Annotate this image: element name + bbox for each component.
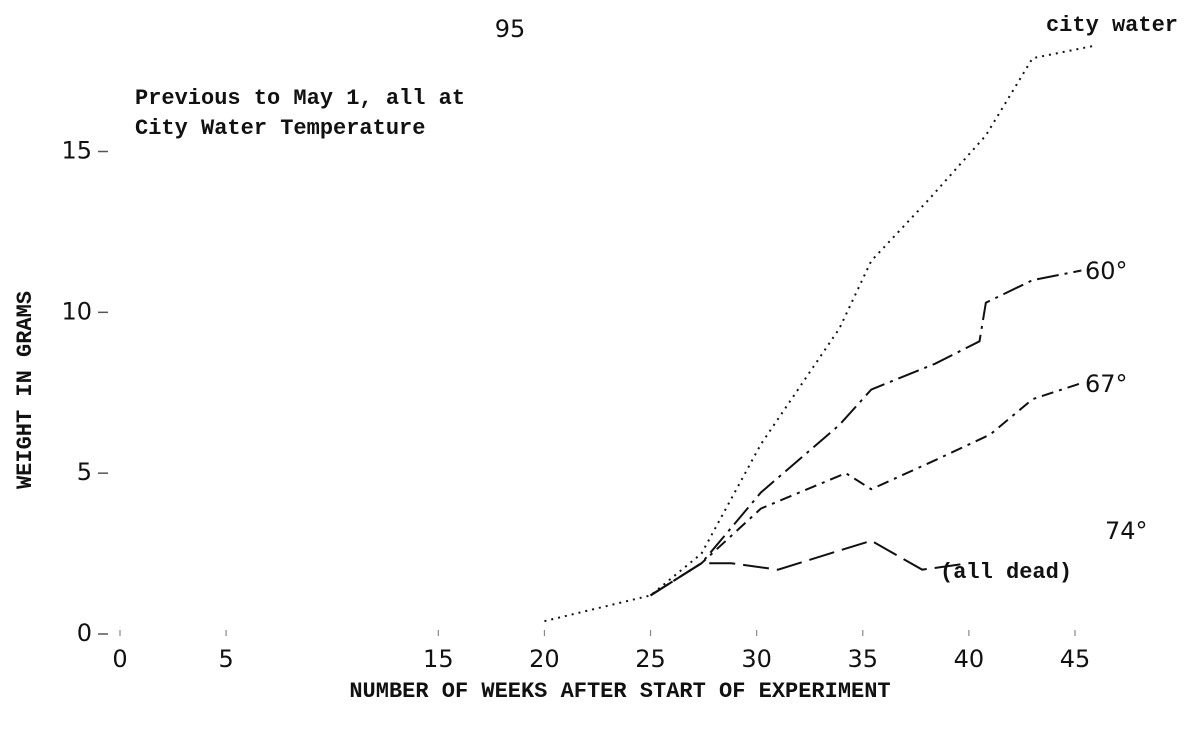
y-tick-label: 5 <box>77 458 92 486</box>
series-label: city water <box>1046 13 1178 38</box>
series-line <box>650 269 1082 597</box>
page-number: 95 <box>495 15 526 43</box>
x-tick-label: 15 <box>423 645 454 673</box>
x-tick-label: 20 <box>529 645 560 673</box>
x-tick-label: 0 <box>112 645 127 673</box>
series-label: 74° <box>1105 517 1148 545</box>
series-label: 60° <box>1085 257 1128 285</box>
series-line <box>544 44 1097 623</box>
x-tick-label: 5 <box>218 645 233 673</box>
annotation: Previous to May 1, all at <box>135 86 465 111</box>
y-tick-label: 10 <box>61 297 92 325</box>
y-tick-label: 15 <box>61 137 92 165</box>
y-axis-label: WEIGHT IN GRAMS <box>13 291 38 489</box>
series-line <box>650 539 970 597</box>
x-tick-label: 45 <box>1060 645 1091 673</box>
note: (all dead) <box>940 560 1072 585</box>
x-tick-label: 30 <box>741 645 772 673</box>
annotation: City Water Temperature <box>135 116 425 141</box>
x-axis-label: NUMBER OF WEEKS AFTER START OF EXPERIMEN… <box>349 679 890 704</box>
x-tick-label: 25 <box>635 645 666 673</box>
x-tick-label: 40 <box>954 645 985 673</box>
y-tick-label: 0 <box>77 619 92 647</box>
x-tick-label: 35 <box>848 645 879 673</box>
series-label: 67° <box>1085 370 1128 398</box>
series-line <box>650 382 1082 597</box>
